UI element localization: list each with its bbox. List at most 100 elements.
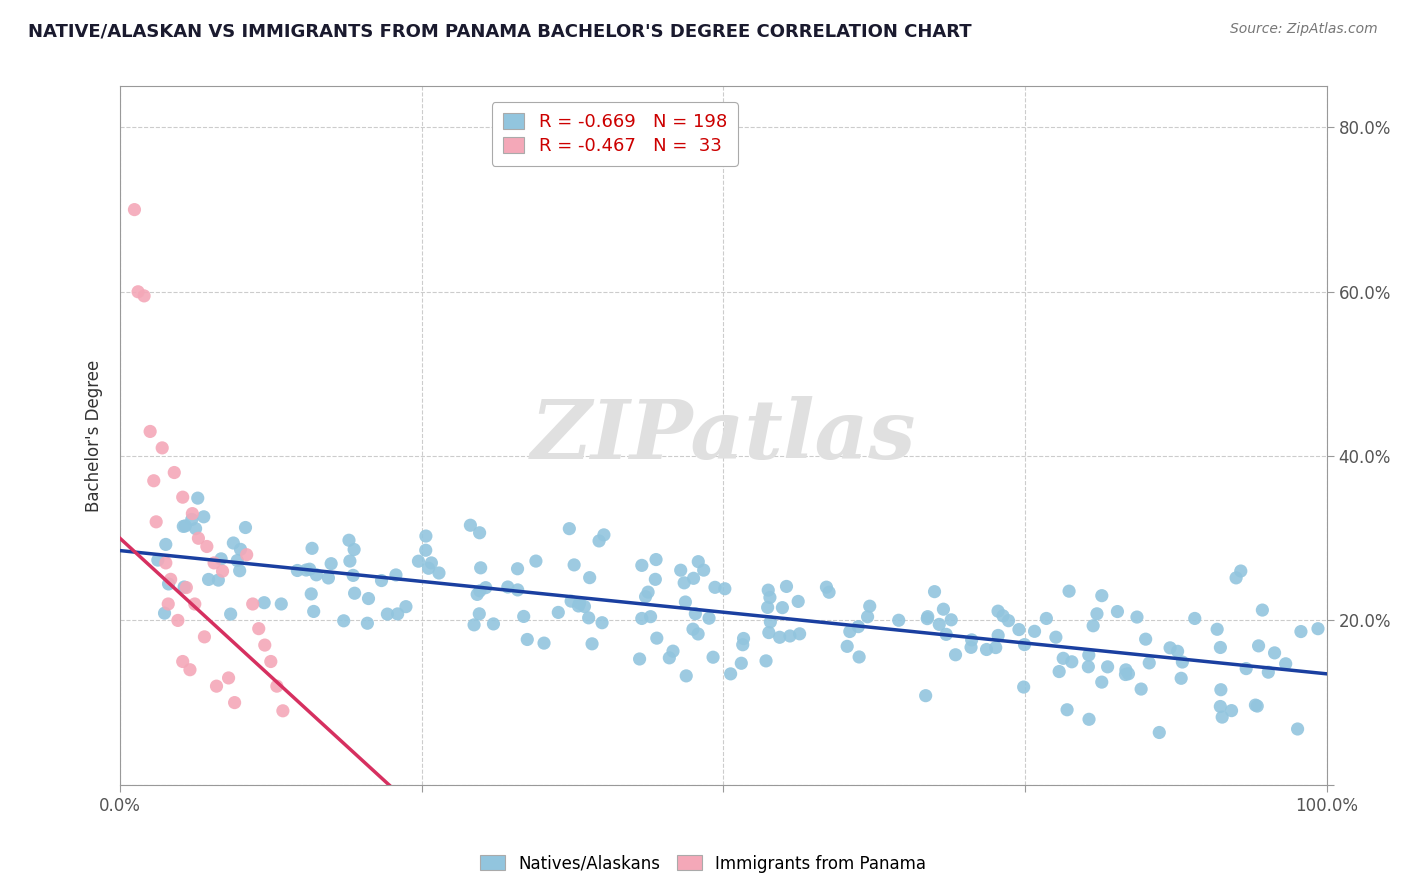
Point xyxy=(418,561,440,575)
Point xyxy=(1225,571,1247,585)
Point xyxy=(468,607,491,621)
Point xyxy=(1170,671,1192,685)
Point xyxy=(124,202,146,217)
Point xyxy=(332,614,354,628)
Point xyxy=(769,630,792,644)
Point xyxy=(1085,607,1108,621)
Point xyxy=(928,617,950,632)
Point xyxy=(1014,638,1036,652)
Point xyxy=(984,640,1007,655)
Point xyxy=(343,542,366,557)
Point xyxy=(704,580,727,594)
Point xyxy=(1251,603,1274,617)
Point xyxy=(1171,655,1194,669)
Point xyxy=(688,555,710,569)
Point xyxy=(496,580,519,594)
Point xyxy=(682,622,704,636)
Point xyxy=(960,640,983,655)
Point xyxy=(645,631,668,645)
Point xyxy=(685,607,707,621)
Point xyxy=(357,591,380,606)
Point xyxy=(270,597,292,611)
Point xyxy=(506,562,529,576)
Point xyxy=(675,669,697,683)
Point xyxy=(184,522,207,536)
Point xyxy=(1211,710,1233,724)
Point xyxy=(271,704,294,718)
Point xyxy=(222,536,245,550)
Point xyxy=(337,533,360,548)
Point xyxy=(150,441,173,455)
Point xyxy=(1135,632,1157,647)
Point xyxy=(1209,699,1232,714)
Point xyxy=(731,638,754,652)
Point xyxy=(387,607,409,621)
Point xyxy=(915,612,938,626)
Point xyxy=(1056,703,1078,717)
Point xyxy=(181,507,204,521)
Point xyxy=(1220,704,1243,718)
Point xyxy=(1130,681,1153,696)
Point xyxy=(342,568,364,582)
Point xyxy=(253,596,276,610)
Point xyxy=(211,564,233,578)
Point xyxy=(465,587,488,601)
Point xyxy=(207,573,229,587)
Point xyxy=(127,285,149,299)
Point xyxy=(581,637,603,651)
Point xyxy=(1159,640,1181,655)
Point xyxy=(415,543,437,558)
Point xyxy=(172,519,194,533)
Point xyxy=(669,563,692,577)
Point xyxy=(758,625,780,640)
Point xyxy=(991,608,1014,623)
Point xyxy=(377,607,399,621)
Point xyxy=(692,563,714,577)
Point xyxy=(997,614,1019,628)
Point xyxy=(846,619,869,633)
Text: ZIPatlas: ZIPatlas xyxy=(530,395,917,475)
Point xyxy=(756,583,779,598)
Point xyxy=(153,606,176,620)
Point xyxy=(662,644,685,658)
Point xyxy=(420,556,443,570)
Point xyxy=(673,575,696,590)
Text: Source: ZipAtlas.com: Source: ZipAtlas.com xyxy=(1230,22,1378,37)
Point xyxy=(287,564,309,578)
Point xyxy=(305,567,328,582)
Point xyxy=(247,622,270,636)
Point xyxy=(176,581,198,595)
Point xyxy=(987,604,1010,618)
Point xyxy=(533,636,555,650)
Point xyxy=(512,609,534,624)
Point xyxy=(779,629,801,643)
Legend: Natives/Alaskans, Immigrants from Panama: Natives/Alaskans, Immigrants from Panama xyxy=(474,848,932,880)
Point xyxy=(1060,655,1083,669)
Point xyxy=(1126,610,1149,624)
Point xyxy=(468,583,491,598)
Point xyxy=(202,556,225,570)
Point xyxy=(560,594,582,608)
Point xyxy=(415,529,437,543)
Point xyxy=(1045,630,1067,644)
Point xyxy=(917,609,939,624)
Point xyxy=(173,580,195,594)
Point xyxy=(142,474,165,488)
Point xyxy=(339,554,361,568)
Point xyxy=(658,650,681,665)
Point xyxy=(1167,644,1189,658)
Point xyxy=(887,613,910,627)
Point xyxy=(395,599,418,614)
Point xyxy=(155,537,177,551)
Point xyxy=(1206,622,1229,636)
Point xyxy=(179,663,201,677)
Point xyxy=(184,597,207,611)
Point xyxy=(932,602,955,616)
Point xyxy=(593,528,616,542)
Point xyxy=(187,531,209,545)
Point xyxy=(197,573,219,587)
Point xyxy=(859,599,882,614)
Point xyxy=(976,642,998,657)
Point xyxy=(157,577,180,591)
Point xyxy=(385,568,408,582)
